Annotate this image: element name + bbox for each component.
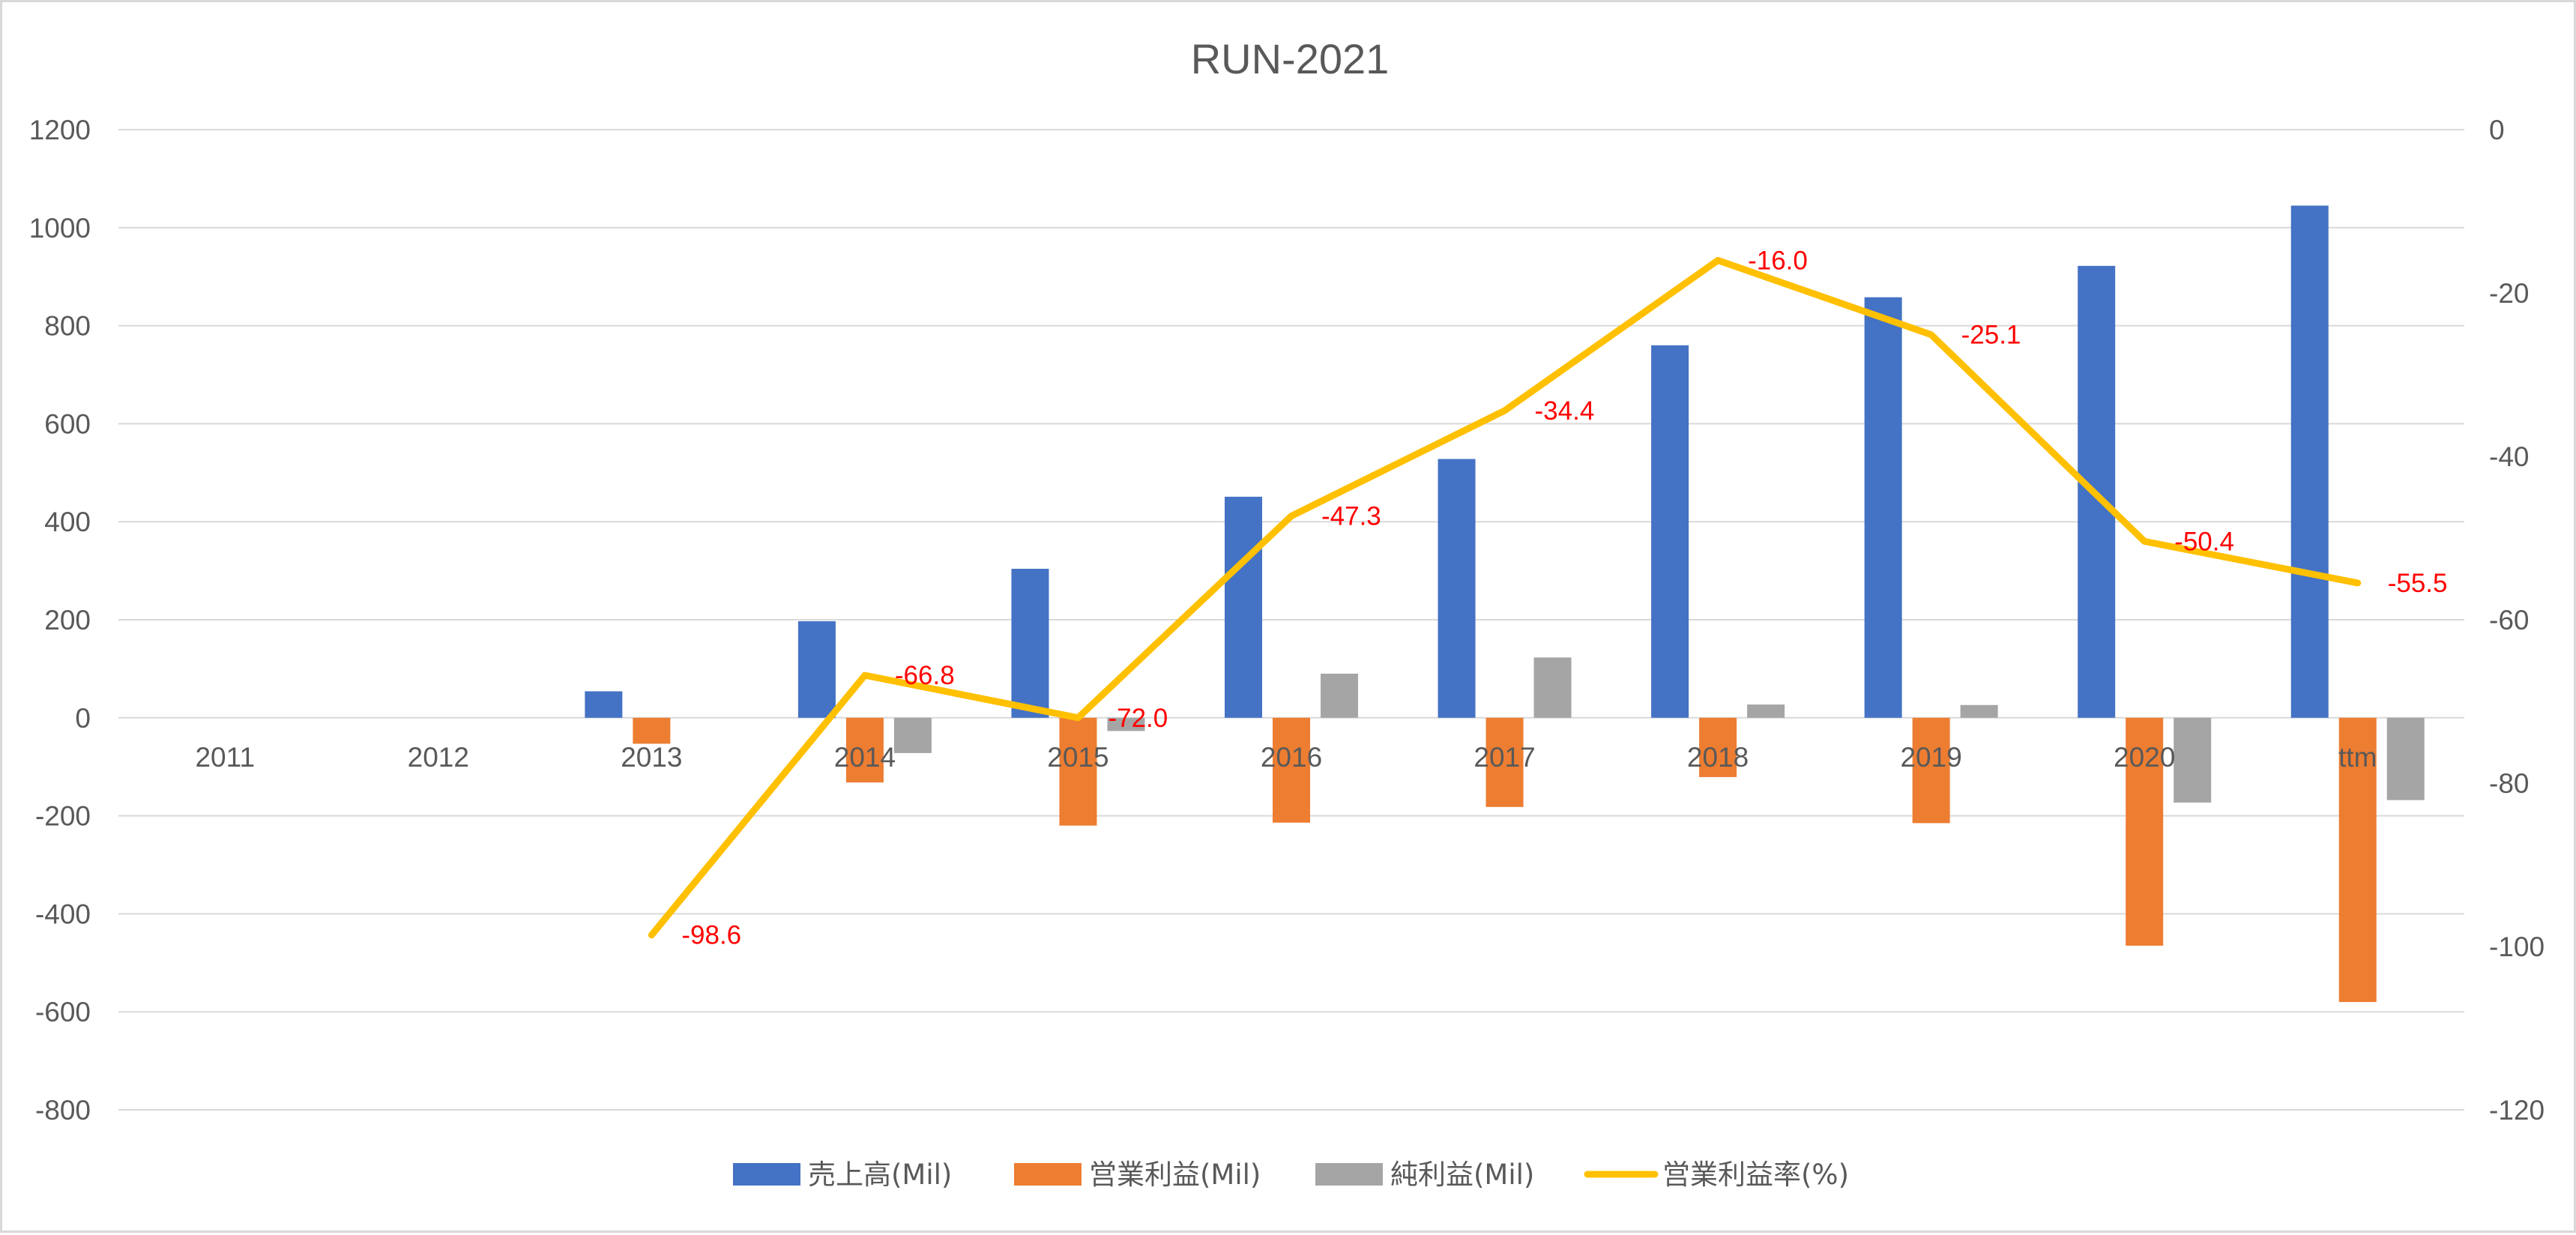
legend-swatch [733,1163,800,1186]
left-axis-tick: 800 [44,311,91,342]
bar-net-income [1960,704,1998,718]
operating-margin-data-label: -72.0 [1108,704,1168,733]
right-axis-tick: -80 [2489,768,2529,799]
legend-entry: 純利益(Mil) [1390,1159,1534,1191]
operating-margin-data-label: -25.1 [1961,321,2021,350]
right-y-axis: 0 -20 -40 -60 -80 -100 -120 [2489,115,2545,1126]
right-axis-tick: -60 [2489,605,2529,635]
legend-entry: 売上高(Mil) [808,1159,952,1191]
bar-operating-income [1059,717,1097,826]
right-axis-tick: -40 [2489,441,2529,472]
legend-entry: 営業利益率(%) [1662,1159,1849,1191]
category-label: 2011 [195,742,255,773]
left-axis-tick: -400 [35,899,91,929]
line-series [648,256,2362,939]
chart-title: RUN-2021 [1191,35,1390,82]
bar-net-income [2174,717,2212,803]
bar-operating-income [1912,717,1950,824]
bar-operating-income [1699,717,1737,777]
operating-margin-data-label: -50.4 [2174,527,2234,556]
left-axis-tick: 0 [75,703,91,734]
data-labels: -98.6 -66.8 -72.0 -47.3 -34.4 -16.0 -25.1 -50.4… [681,246,2447,949]
category-label: ttm [2338,742,2377,773]
bar-revenue [1011,568,1049,718]
bar-operating-income [2126,717,2164,946]
left-axis-tick: -600 [35,997,91,1027]
operating-margin-data-label: -66.8 [895,661,955,690]
left-axis-tick: 1200 [29,115,91,145]
bar-operating-income [1485,717,1524,807]
bar-operating-income [845,717,884,783]
category-label: 2019 [1900,742,1961,773]
operating-margin-data-label: -34.4 [1535,396,1595,426]
left-axis-tick: -800 [35,1095,91,1126]
bar-revenue [1864,297,1902,718]
bar-net-income [1747,704,1785,718]
bar-net-income [1107,717,1145,731]
left-axis-tick: 600 [44,408,91,439]
left-axis-tick: 200 [44,605,91,635]
x-axis-categories: 2011 2012 2013 2014 2015 2016 2017 2018 2019 2020… [195,742,2377,773]
left-axis-tick: 1000 [29,213,91,244]
left-y-axis: 1200 1000 800 600 400 200 0 -200 -400 -600 -800 [29,115,91,1126]
category-label: 2012 [408,742,469,773]
category-label: 2014 [834,742,896,773]
legend-swatch [1014,1163,1082,1186]
bar-net-income [893,717,932,753]
legend-entry: 営業利益(Mil) [1089,1159,1261,1191]
right-axis-tick: 0 [2489,115,2505,145]
operating-margin-data-label: -47.3 [1321,502,1381,531]
legend-swatch [1315,1163,1383,1186]
bar-operating-income [1273,717,1310,823]
category-label: 2013 [621,742,682,773]
bar-revenue [1438,459,1476,718]
gridlines [118,129,2464,1111]
operating-margin-data-label: -55.5 [2388,569,2448,598]
right-axis-tick: -100 [2489,931,2545,962]
operating-margin-line [648,256,2362,939]
operating-margin-data-label: -16.0 [1748,246,1808,275]
bar-revenue [585,691,623,718]
bar-operating-income [2338,717,2377,1003]
bar-net-income [1321,673,1358,718]
bar-series [585,205,2425,1003]
bar-operating-income [633,717,671,744]
bar-revenue [1225,496,1262,718]
category-label: 2017 [1473,742,1535,773]
left-axis-tick: -200 [35,801,91,832]
bar-net-income [2386,717,2425,800]
category-label: 2015 [1047,742,1108,773]
bar-net-income [1533,657,1572,718]
bar-revenue [1651,345,1689,718]
bar-revenue [797,620,836,718]
left-axis-tick: 400 [44,507,91,537]
operating-margin-data-label: -98.6 [681,921,741,950]
legend: 売上高(Mil) 営業利益(Mil) 純利益(Mil) 営業利益率(%) [733,1159,1849,1191]
right-axis-tick: -120 [2489,1095,2545,1126]
bar-revenue [2290,205,2329,718]
right-axis-tick: -20 [2489,278,2529,309]
category-label: 2018 [1687,742,1749,773]
category-label: 2016 [1261,742,1322,773]
category-label: 2020 [2114,742,2175,773]
